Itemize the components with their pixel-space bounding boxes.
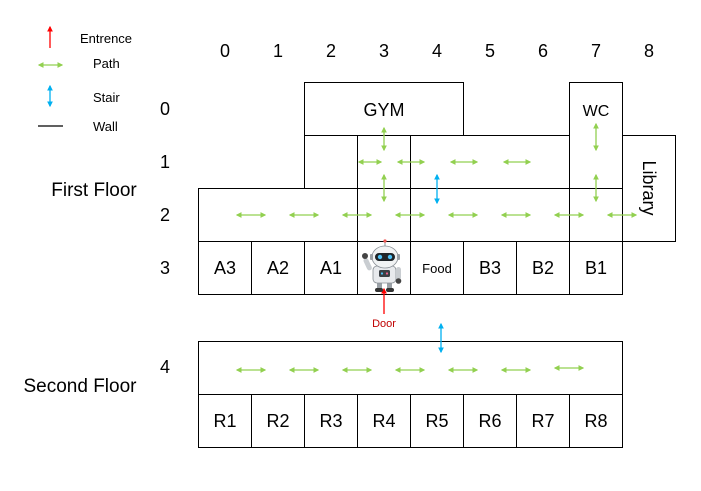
room-label: R8 (584, 411, 607, 431)
stairs (434, 173, 444, 354)
library-label: Library (639, 160, 659, 215)
room-label: R1 (213, 411, 236, 431)
path-arrows (235, 122, 638, 373)
first-floor-label: First Floor (51, 180, 137, 201)
legend-wall-label: Wall (93, 119, 118, 134)
robot-icon (362, 239, 402, 292)
column-header: 8 (644, 41, 654, 61)
room-label: A3 (214, 258, 236, 278)
column-header: 5 (485, 41, 495, 61)
door-label: Door (372, 318, 396, 330)
column-header: 1 (273, 41, 283, 61)
legend-path-label: Path (93, 56, 120, 71)
row-header: 3 (160, 258, 170, 278)
room-label: R5 (425, 411, 448, 431)
room-label: A2 (267, 258, 289, 278)
column-header: 2 (326, 41, 336, 61)
legend-entrance-label: Entrence (80, 31, 132, 46)
legend: Entrence Path Stair Wall (37, 25, 132, 134)
room-label: R3 (319, 411, 342, 431)
column-headers: 0 1 2 3 4 5 6 7 8 (220, 41, 654, 61)
row-header: 4 (160, 357, 170, 377)
row-header: 1 (160, 152, 170, 172)
room-label: R2 (266, 411, 289, 431)
second-floor-walls (198, 341, 623, 448)
room-label: Food (422, 261, 452, 276)
second-floor-room-labels: R1 R2 R3 R4 R5 R6 R7 R8 (213, 411, 607, 431)
room-label: B1 (585, 258, 607, 278)
room-label: R7 (531, 411, 554, 431)
row-headers: 0 1 2 3 4 (160, 99, 170, 377)
room-label: R6 (478, 411, 501, 431)
column-header: 3 (379, 41, 389, 61)
column-header: 7 (591, 41, 601, 61)
row-header: 0 (160, 99, 170, 119)
column-header: 4 (432, 41, 442, 61)
row-header: 2 (160, 205, 170, 225)
second-floor-label: Second Floor (23, 376, 137, 397)
gym-label: GYM (363, 100, 404, 120)
room-label: R4 (372, 411, 395, 431)
legend-stair-label: Stair (93, 90, 120, 105)
wc-label: WC (583, 103, 610, 120)
room-label: B3 (479, 258, 501, 278)
room-label: A1 (320, 258, 342, 278)
room-label: B2 (532, 258, 554, 278)
column-header: 6 (538, 41, 548, 61)
first-floor-room-labels: A3 A2 A1 Food B3 B2 B1 (214, 258, 607, 278)
column-header: 0 (220, 41, 230, 61)
